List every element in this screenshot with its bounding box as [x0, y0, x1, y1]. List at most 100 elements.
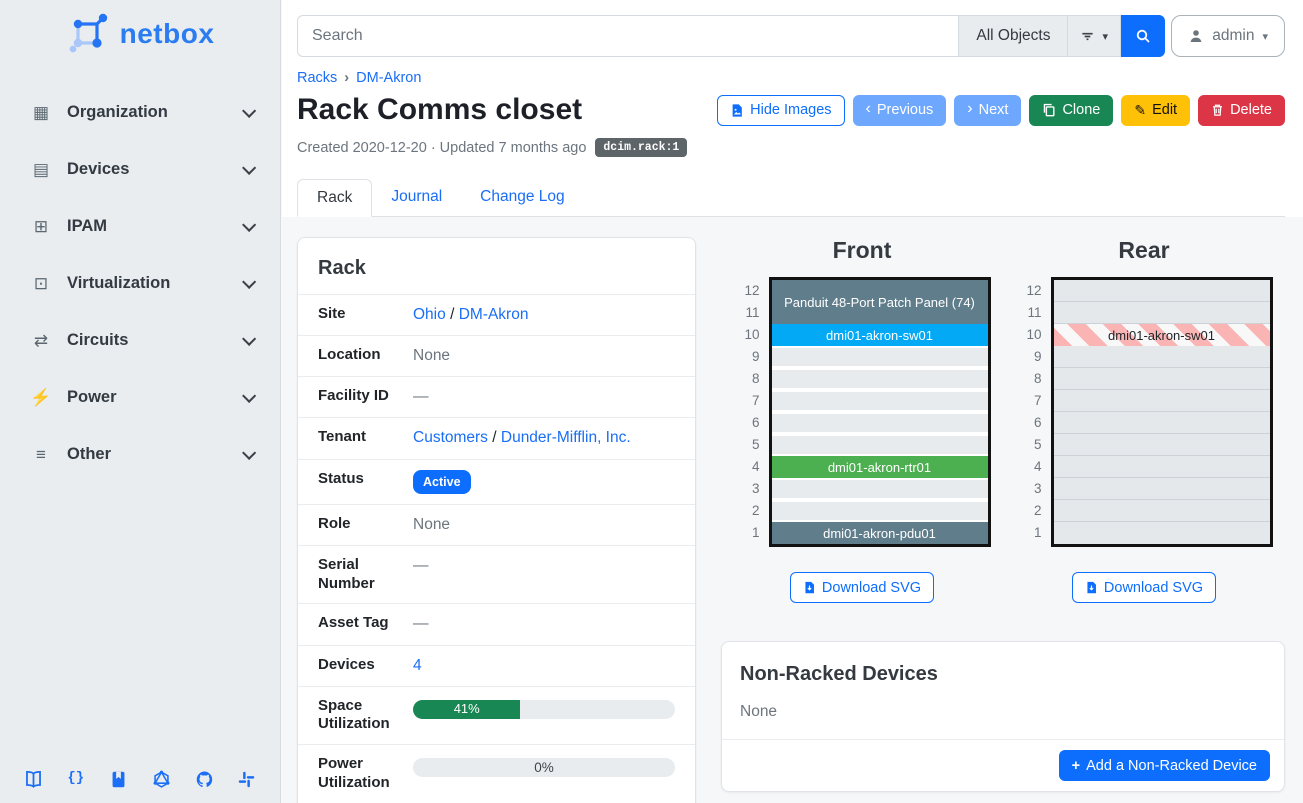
unit-number: 8	[751, 371, 760, 386]
docs-book-icon[interactable]	[22, 770, 44, 789]
site-dm-akron-link[interactable]: DM-Akron	[458, 306, 529, 323]
rear-unit-1[interactable]	[1053, 522, 1270, 544]
unit-number: 10	[744, 327, 760, 342]
sidebar-item-circuits[interactable]: ⇄ Circuits	[0, 312, 280, 369]
rear-unit-2[interactable]	[1053, 500, 1270, 522]
unit-number: 11	[745, 305, 760, 320]
previous-button[interactable]: ‹ Previous	[852, 94, 947, 126]
chevron-down-icon	[242, 103, 257, 118]
empty-unit-5[interactable]	[771, 434, 988, 456]
device-sw01[interactable]: dmi01-akron-sw01	[771, 324, 988, 346]
rear-unit-5[interactable]	[1053, 434, 1270, 456]
tab-bar: Rack Journal Change Log	[297, 179, 1285, 217]
tab-change-log[interactable]: Change Log	[480, 188, 565, 205]
sidebar-item-other[interactable]: ≡ Other	[0, 426, 280, 483]
download-svg-front-button[interactable]: Download SVG	[789, 572, 935, 603]
add-non-racked-device-label: Add a Non-Racked Device	[1086, 757, 1257, 774]
rest-api-braces-icon[interactable]: {}	[67, 770, 85, 786]
rear-unit-3[interactable]	[1053, 478, 1270, 500]
unit-number: 4	[751, 459, 760, 474]
empty-unit-7[interactable]	[771, 390, 988, 412]
search-input[interactable]	[297, 15, 959, 57]
sidebar-item-label: Organization	[67, 103, 168, 121]
device-patch-panel[interactable]: Panduit 48-Port Patch Panel (74)	[771, 280, 988, 324]
rack-elevations: Front 12 11 10 9 8 7 6 5 4 3	[721, 237, 1285, 603]
empty-unit-9[interactable]	[771, 346, 988, 368]
user-menu-button[interactable]: admin ▾	[1171, 15, 1285, 57]
chevron-right-icon: ›	[967, 100, 973, 117]
separator: /	[492, 429, 497, 447]
chevron-left-icon: ‹	[865, 100, 871, 117]
breadcrumb: Racks › DM-Akron	[297, 70, 1285, 86]
non-racked-devices-body: None	[740, 703, 778, 720]
front-elevation: Front 12 11 10 9 8 7 6 5 4 3	[721, 237, 1003, 603]
site-label: Site	[318, 305, 346, 322]
sidebar-item-virtualization[interactable]: ⊡ Virtualization	[0, 255, 280, 312]
tenant-group-link[interactable]: Customers	[413, 429, 488, 447]
sidebar-item-ipam[interactable]: ⊞ IPAM	[0, 198, 280, 255]
status-badge: Active	[413, 469, 471, 494]
devices-label: Devices	[318, 655, 375, 673]
tab-journal[interactable]: Journal	[391, 188, 443, 205]
rear-unit-12[interactable]	[1053, 280, 1270, 302]
delete-button[interactable]: Delete	[1198, 94, 1285, 126]
site-ohio-link[interactable]: Ohio	[413, 306, 446, 323]
device-rtr01[interactable]: dmi01-akron-rtr01	[771, 456, 988, 478]
download-svg-label: Download SVG	[821, 579, 922, 596]
github-icon[interactable]	[193, 770, 215, 789]
empty-unit-2[interactable]	[771, 500, 988, 522]
location-value: None	[413, 347, 451, 365]
netbox-logo-icon	[69, 13, 107, 53]
next-button[interactable]: › Next	[954, 94, 1022, 126]
site-row: Site Ohio / DM-Akron	[298, 294, 695, 335]
search-scope-selector[interactable]: All Objects	[958, 15, 1068, 57]
slack-icon[interactable]	[236, 770, 258, 789]
front-elevation-title: Front	[832, 237, 892, 263]
unit-number: 4	[1033, 459, 1042, 474]
rear-unit-9[interactable]	[1053, 346, 1270, 368]
power-utilization-row: Power Utilization 0%	[298, 744, 695, 803]
device-pdu01[interactable]: dmi01-akron-pdu01	[771, 522, 988, 544]
tab-rack[interactable]: Rack	[297, 179, 373, 217]
breadcrumb-site-link[interactable]: DM-Akron	[356, 70, 422, 86]
unit-number: 2	[1033, 503, 1042, 518]
lightning-icon: ⚡	[30, 387, 52, 407]
monitor-icon: ⊡	[33, 273, 49, 293]
rear-unit-7[interactable]	[1053, 390, 1270, 412]
clone-button[interactable]: Clone	[1029, 94, 1114, 126]
netbox-logo[interactable]: netbox	[0, 0, 280, 66]
rear-unit-6[interactable]	[1053, 412, 1270, 434]
rear-elevation-title: Rear	[1118, 237, 1170, 263]
sidebar-item-devices[interactable]: ▤ Devices	[0, 141, 280, 198]
search-filter-dropdown[interactable]: ▾	[1067, 15, 1121, 57]
unit-number: 10	[1026, 327, 1042, 342]
rear-unit-11[interactable]	[1053, 302, 1270, 324]
space-utilization-label: Space Utilization	[318, 696, 390, 733]
sidebar-item-organization[interactable]: ▦ Organization	[0, 84, 280, 141]
breadcrumb-racks-link[interactable]: Racks	[297, 70, 338, 86]
unit-number: 7	[1033, 393, 1042, 408]
empty-unit-6[interactable]	[771, 412, 988, 434]
unit-number: 2	[751, 503, 760, 518]
download-svg-rear-button[interactable]: Download SVG	[1071, 572, 1217, 603]
delete-label: Delete	[1230, 102, 1272, 118]
search-submit-button[interactable]	[1121, 15, 1165, 57]
tenant-link[interactable]: Dunder-Mifflin, Inc.	[500, 429, 631, 447]
device-sw01-rear[interactable]: dmi01-akron-sw01	[1053, 324, 1270, 346]
empty-unit-3[interactable]	[771, 478, 988, 500]
devices-count-link[interactable]: 4	[413, 656, 422, 674]
rear-unit-4[interactable]	[1053, 456, 1270, 478]
space-utilization-row: Space Utilization 41%	[298, 685, 695, 745]
sidebar-item-power[interactable]: ⚡ Power	[0, 369, 280, 426]
hide-images-button[interactable]: Hide Images	[717, 94, 845, 126]
empty-unit-8[interactable]	[771, 368, 988, 390]
graphql-icon[interactable]	[150, 770, 172, 789]
edit-button[interactable]: ✎ Edit	[1121, 94, 1191, 126]
serial-number-value: —	[413, 556, 429, 574]
api-journal-icon[interactable]	[108, 770, 130, 789]
role-value: None	[413, 515, 451, 533]
add-non-racked-device-button[interactable]: + Add a Non-Racked Device	[1058, 750, 1270, 781]
rear-unit-8[interactable]	[1053, 368, 1270, 390]
topbar: All Objects ▾ admin ▾	[297, 15, 1285, 57]
status-row: Status Active	[298, 458, 695, 504]
